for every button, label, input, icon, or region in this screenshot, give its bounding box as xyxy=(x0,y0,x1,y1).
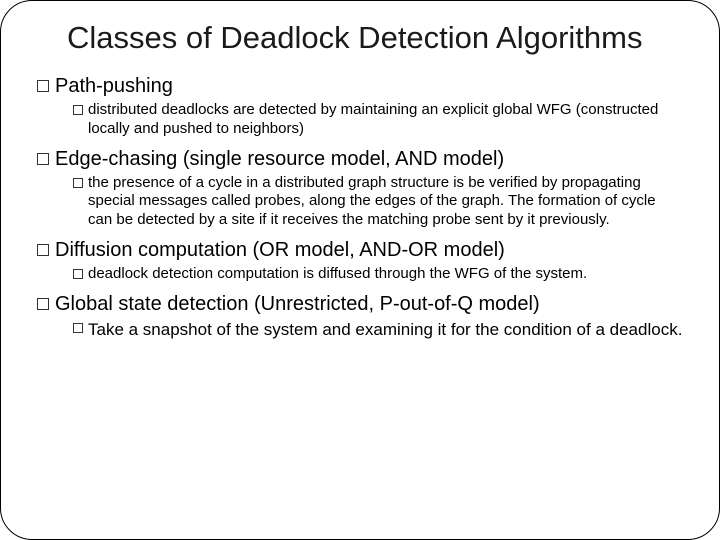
sub-list-item: deadlock detection computation is diffus… xyxy=(73,265,683,284)
square-bullet-icon xyxy=(37,153,49,165)
sub-list-item-text: Take a snapshot of the system and examin… xyxy=(88,319,682,341)
square-bullet-icon xyxy=(37,298,49,310)
square-bullet-icon xyxy=(73,323,83,333)
list-item: Diffusion computation (OR model, AND-OR … xyxy=(37,238,683,263)
slide-title: Classes of Deadlock Detection Algorithms xyxy=(67,19,683,56)
sub-list-item: distributed deadlocks are detected by ma… xyxy=(73,101,683,139)
sub-list-item-text: deadlock detection computation is diffus… xyxy=(88,265,587,284)
list-item-label: Global state detection (Unrestricted, P-… xyxy=(55,292,540,317)
slide-content: Path-pushingdistributed deadlocks are de… xyxy=(37,74,683,341)
slide-frame: Classes of Deadlock Detection Algorithms… xyxy=(0,0,720,540)
list-item: Edge-chasing (single resource model, AND… xyxy=(37,147,683,172)
square-bullet-icon xyxy=(73,269,83,279)
list-item: Global state detection (Unrestricted, P-… xyxy=(37,292,683,317)
list-item-label: Edge-chasing (single resource model, AND… xyxy=(55,147,504,172)
list-item: Path-pushing xyxy=(37,74,683,99)
square-bullet-icon xyxy=(37,80,49,92)
sub-list-item-text: the presence of a cycle in a distributed… xyxy=(88,174,683,230)
sub-list-item-text: distributed deadlocks are detected by ma… xyxy=(88,101,683,139)
sub-list-item: Take a snapshot of the system and examin… xyxy=(73,319,683,341)
sub-list-item: the presence of a cycle in a distributed… xyxy=(73,174,683,230)
list-item-label: Diffusion computation (OR model, AND-OR … xyxy=(55,238,505,263)
square-bullet-icon xyxy=(37,244,49,256)
list-item-label: Path-pushing xyxy=(55,74,173,99)
square-bullet-icon xyxy=(73,105,83,115)
square-bullet-icon xyxy=(73,178,83,188)
